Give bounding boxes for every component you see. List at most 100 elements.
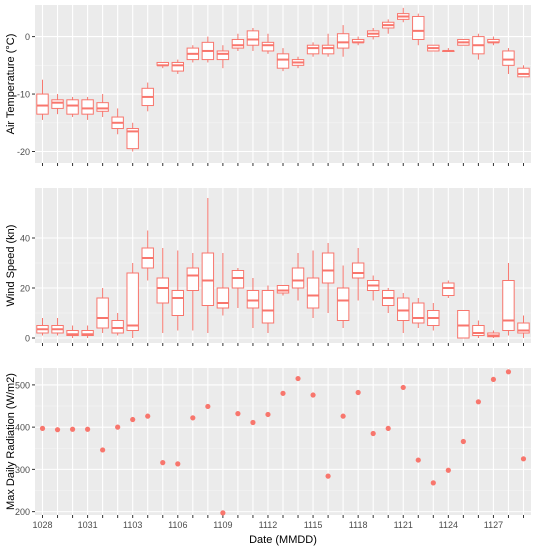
point-1125 (460, 438, 466, 445)
box-body (321, 44, 335, 55)
point-1108 (205, 403, 211, 410)
box-body (336, 287, 350, 321)
box-1108 (201, 198, 215, 333)
box-1125 (457, 310, 470, 339)
point-1103 (130, 416, 136, 423)
box-body (126, 128, 139, 150)
box-1106 (171, 250, 184, 331)
box-1128 (502, 48, 515, 74)
box-1111 (246, 27, 260, 51)
box-1108 (201, 36, 215, 63)
box-body (457, 310, 470, 339)
box-body (246, 30, 260, 46)
box-1116 (321, 243, 335, 313)
box-body (96, 102, 109, 112)
box-1119 (366, 275, 380, 301)
point-1030 (69, 426, 76, 432)
box-1115 (306, 250, 320, 318)
point-1121 (400, 384, 406, 391)
point-1101 (100, 447, 106, 453)
box-1105 (156, 248, 169, 333)
box-body (336, 33, 350, 49)
box-body (111, 320, 124, 334)
box-1112 (261, 33, 275, 54)
box-1115 (306, 42, 320, 57)
box-body (231, 38, 245, 49)
box-body (201, 252, 215, 306)
box-1126 (472, 33, 485, 60)
box-body (171, 290, 184, 316)
y-tick-label: 40 (20, 234, 30, 244)
box-body (246, 290, 260, 309)
box-body (36, 93, 49, 115)
box-1120 (382, 288, 395, 313)
box-1029 (51, 94, 64, 115)
box-1106 (171, 59, 184, 74)
y-tick-label: 0 (25, 32, 30, 42)
box-1107 (186, 253, 200, 331)
box-body (156, 277, 169, 304)
box-body (442, 282, 455, 296)
box-body (412, 302, 425, 324)
y-axis-label: Air Temperature (°C) (5, 34, 17, 135)
y-tick-label: 400 (15, 423, 30, 433)
point-1113 (280, 390, 286, 396)
point-1129 (520, 456, 527, 462)
box-body (51, 99, 64, 109)
point-1110 (235, 411, 241, 417)
box-body (276, 285, 290, 294)
point-1119 (370, 430, 376, 437)
box-body (517, 67, 530, 78)
box-body (306, 44, 320, 55)
box-body (517, 322, 530, 334)
box-1121 (397, 7, 410, 23)
point-1106 (175, 461, 181, 467)
box-1111 (246, 278, 260, 328)
box-1104 (141, 230, 154, 281)
box-1029 (51, 318, 64, 336)
y-axis-label: Max Daily Radiation (W/m2) (5, 373, 17, 510)
box-1107 (186, 45, 200, 63)
box-body (126, 272, 139, 331)
point-1126 (475, 399, 481, 405)
point-1117 (340, 413, 346, 419)
box-1031 (81, 96, 94, 120)
box-1110 (231, 33, 245, 51)
y-tick-label: -10 (17, 90, 30, 100)
box-1127 (487, 36, 500, 46)
y-tick-label: 200 (15, 507, 30, 517)
point-1028 (39, 425, 46, 432)
point-1031 (85, 426, 91, 432)
x-tick-label: 1112 (259, 520, 278, 530)
point-1111 (250, 419, 256, 426)
x-tick-label: 1127 (484, 520, 503, 530)
box-1118 (351, 248, 365, 301)
box-1102 (111, 313, 124, 336)
box-1118 (351, 36, 365, 46)
box-1028 (36, 318, 49, 336)
box-1112 (261, 285, 275, 333)
box-1124 (442, 48, 455, 52)
box-1109 (216, 253, 230, 316)
x-tick-label: 1118 (349, 520, 368, 530)
x-tick-label: 1121 (394, 520, 413, 530)
point-1114 (295, 375, 301, 382)
box-1101 (96, 94, 109, 118)
box-1030 (66, 96, 79, 118)
box-body (81, 99, 94, 115)
y-axis-label: Wind Speed (kn) (5, 225, 17, 307)
point-1105 (160, 460, 166, 466)
box-body (306, 277, 320, 309)
box-1122 (412, 298, 425, 328)
y-tick-label: -20 (17, 147, 30, 157)
x-tick-label: 1124 (439, 520, 458, 530)
box-1120 (382, 19, 395, 34)
box-body (502, 280, 515, 331)
point-1115 (310, 392, 316, 398)
box-1109 (216, 45, 230, 69)
box-body (502, 50, 515, 66)
x-tick-label: 1115 (304, 520, 323, 530)
y-tick-label: 0 (25, 334, 30, 344)
box-1113 (276, 285, 290, 296)
point-1107 (190, 415, 196, 421)
